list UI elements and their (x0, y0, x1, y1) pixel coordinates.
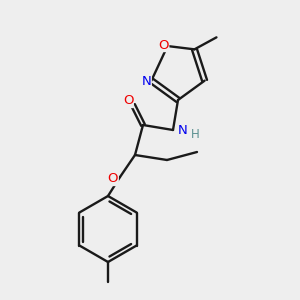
Text: O: O (108, 172, 118, 185)
Text: O: O (123, 94, 133, 107)
Text: H: H (190, 128, 200, 140)
Text: N: N (178, 124, 188, 137)
Text: N: N (142, 75, 151, 88)
Text: O: O (158, 38, 169, 52)
